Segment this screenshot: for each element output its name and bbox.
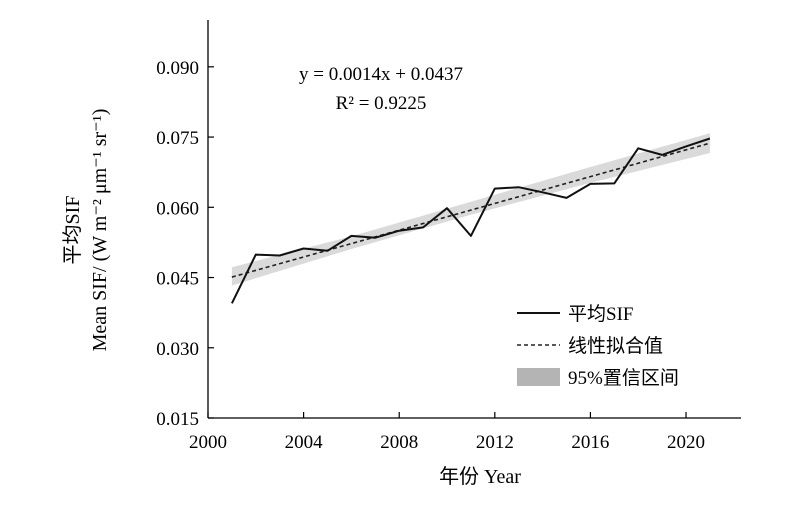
fit-line-layer bbox=[231, 142, 711, 278]
linear-fit-line bbox=[231, 142, 711, 278]
y-tick-label: 0.060 bbox=[156, 198, 199, 219]
y-tick-label: 0.075 bbox=[156, 128, 199, 149]
legend: 平均SIF 线性拟合值 95%置信区间 bbox=[517, 303, 679, 389]
y-tick-label: 0.015 bbox=[156, 409, 199, 430]
axes-layer bbox=[207, 20, 741, 419]
y-axis-title-line1: 平均SIF bbox=[61, 196, 84, 265]
mean-sif-line bbox=[231, 137, 711, 304]
y-tick-label: 0.030 bbox=[156, 339, 199, 360]
legend-label-band: 95%置信区间 bbox=[568, 367, 679, 389]
x-tick-label: 2000 bbox=[189, 432, 227, 453]
equation-line1: y = 0.0014x + 0.0437 bbox=[299, 64, 463, 85]
legend-label-fit: 线性拟合值 bbox=[568, 335, 663, 357]
y-axis-title-line2: Mean SIF/ (W m⁻² μm⁻¹ sr⁻¹) bbox=[89, 109, 111, 352]
x-tick-label: 2004 bbox=[285, 432, 324, 453]
legend-label-series: 平均SIF bbox=[568, 303, 633, 325]
y-tick-label: 0.090 bbox=[156, 58, 199, 79]
series-layer bbox=[231, 137, 711, 304]
legend-swatch-band bbox=[517, 368, 560, 386]
x-tick-label: 2016 bbox=[571, 432, 609, 453]
x-tick-label: 2008 bbox=[380, 432, 418, 453]
ticks-layer: 2000 2004 2008 2012 2016 2020 0.015 0.030 0.045 0… bbox=[156, 58, 705, 453]
x-tick-label: 2020 bbox=[667, 432, 705, 453]
x-tick-label: 2012 bbox=[476, 432, 514, 453]
equation-line2: R² = 0.9225 bbox=[336, 93, 427, 114]
x-axis-title: 年份 Year bbox=[439, 465, 521, 488]
y-tick-label: 0.045 bbox=[156, 269, 199, 290]
